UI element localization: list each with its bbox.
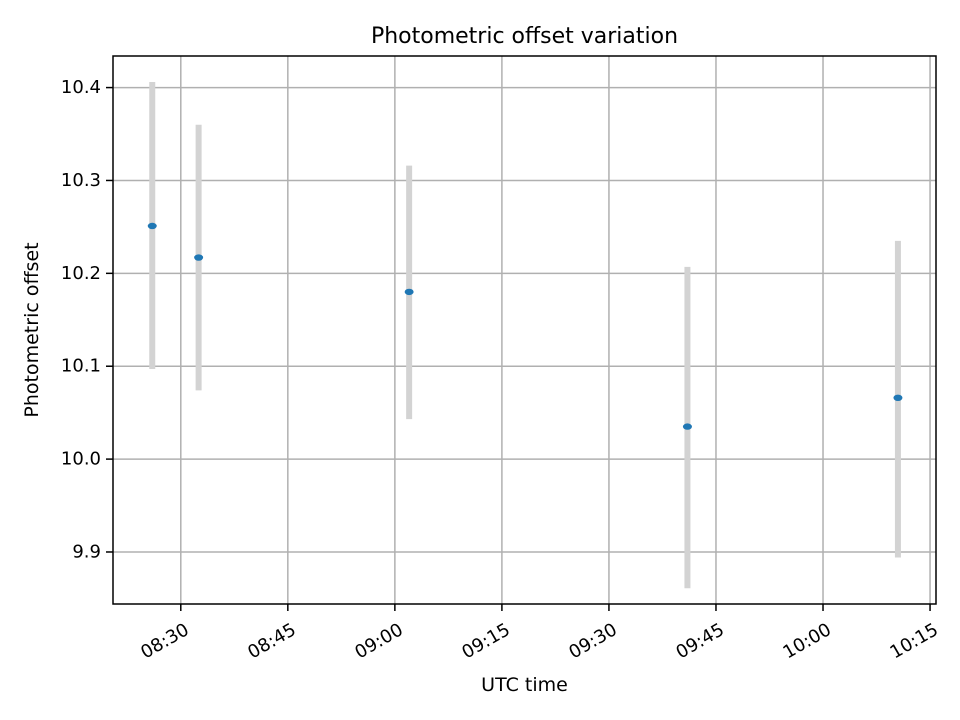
x-axis-label: UTC time (481, 674, 568, 696)
data-point (404, 288, 414, 296)
plot-area-frame (112, 55, 937, 605)
data-point (893, 394, 903, 402)
y-tick-label: 10.2 (61, 263, 101, 284)
data-point (682, 423, 692, 430)
grid-lines (113, 56, 936, 604)
chart-title: Photometric offset variation (371, 24, 678, 49)
y-tick-label: 10.1 (61, 356, 101, 377)
data-point (194, 254, 204, 261)
y-tick-label: 10.3 (61, 170, 101, 191)
data-points (147, 222, 903, 430)
y-axis-label: Photometric offset (21, 242, 43, 417)
y-tick-label: 10.0 (61, 449, 101, 470)
y-tick-label: 9.9 (72, 541, 101, 562)
y-axis-ticks: 9.9 10.0 10.1 10.2 10.3 10.4 (61, 77, 113, 562)
y-tick-label: 10.4 (61, 77, 101, 98)
data-point (147, 222, 157, 230)
